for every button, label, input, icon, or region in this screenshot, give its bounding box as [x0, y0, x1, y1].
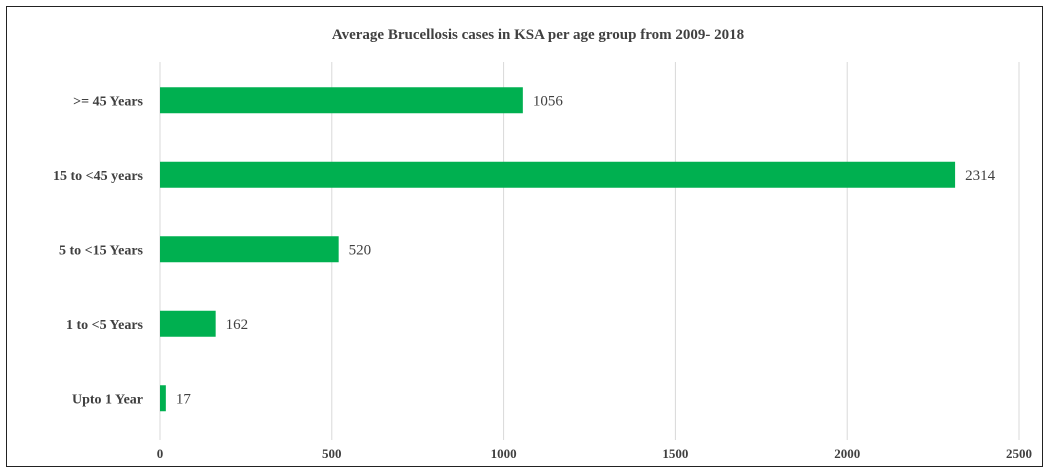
x-tick-label: 2000 — [834, 446, 860, 461]
x-tick-label: 2500 — [1006, 446, 1032, 461]
x-axis-tick-labels: 0 500 1000 1500 2000 2500 — [157, 446, 1032, 461]
bar — [160, 161, 956, 188]
category-label: 1 to <5 Years — [66, 318, 144, 333]
gridlines — [159, 62, 1020, 440]
data-label: 1056 — [533, 93, 564, 109]
data-label: 162 — [226, 317, 249, 333]
bar — [160, 87, 523, 114]
bar — [160, 236, 339, 263]
data-label: 520 — [349, 242, 372, 258]
chart-title: Average Brucellosis cases in KSA per age… — [332, 27, 744, 43]
category-label: 5 to <15 Years — [59, 243, 144, 258]
bar — [160, 310, 216, 337]
data-label: 2314 — [965, 168, 996, 184]
x-tick-label: 0 — [157, 446, 164, 461]
x-tick-label: 1000 — [491, 446, 517, 461]
category-labels: >= 45 Years 15 to <45 years 5 to <15 Years… — [53, 94, 144, 407]
category-label: Upto 1 Year — [72, 392, 143, 407]
category-label: 15 to <45 years — [53, 169, 144, 184]
x-tick-label: 1500 — [662, 446, 688, 461]
bars — [160, 87, 956, 412]
data-labels: 1056 2314 520 162 17 — [176, 93, 996, 407]
data-label: 17 — [176, 391, 192, 407]
bar — [160, 385, 166, 412]
category-label: >= 45 Years — [73, 94, 143, 109]
x-tick-label: 500 — [322, 446, 342, 461]
